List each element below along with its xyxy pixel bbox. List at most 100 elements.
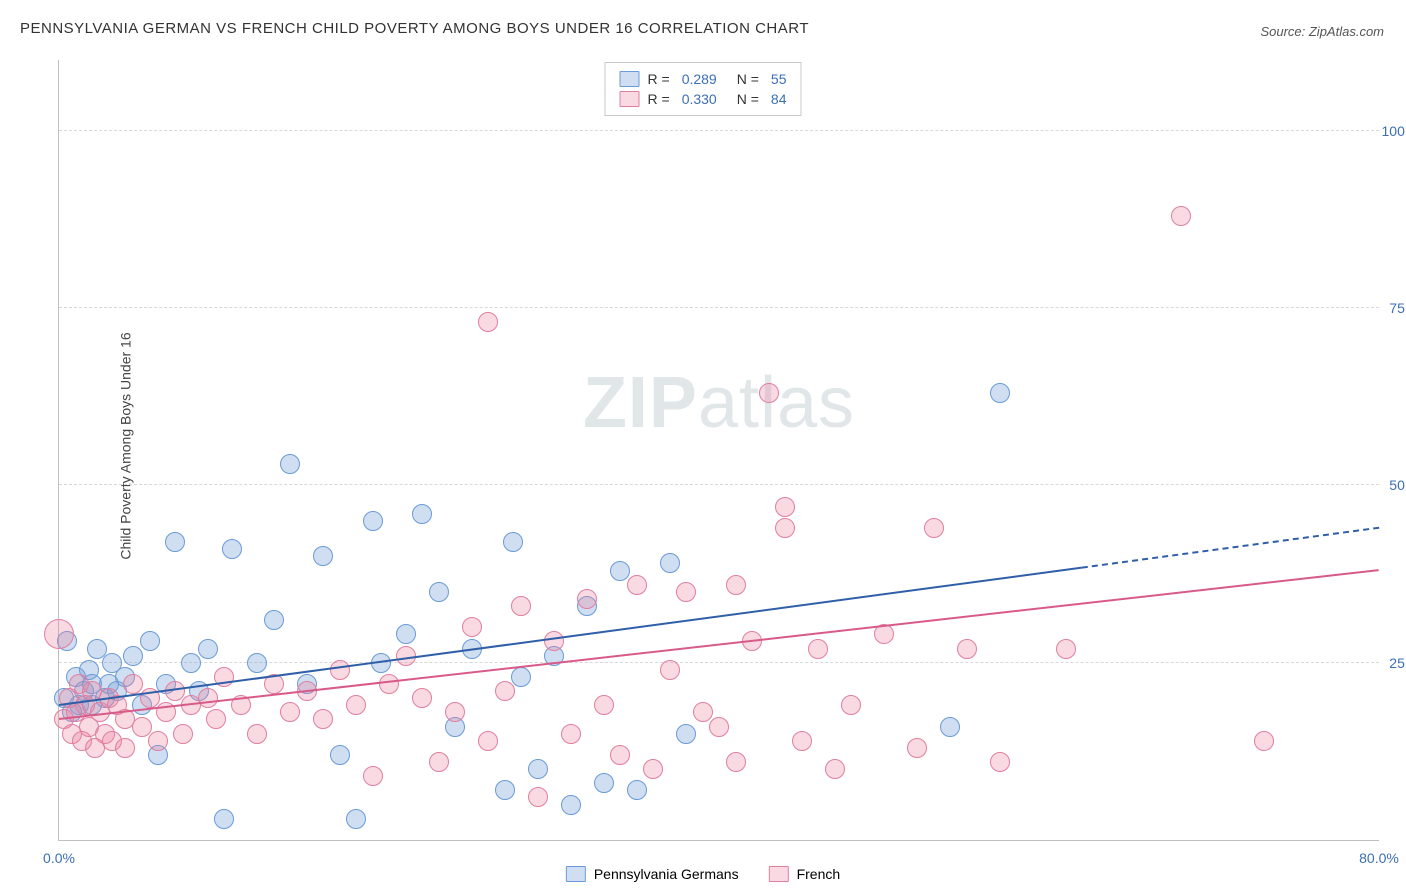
data-point [957, 639, 977, 659]
data-point [123, 646, 143, 666]
data-point [841, 695, 861, 715]
data-point [709, 717, 729, 737]
r-label: R = [648, 91, 670, 107]
series-legend-item: French [769, 866, 841, 882]
source-attribution: Source: ZipAtlas.com [1260, 24, 1384, 39]
data-point [165, 532, 185, 552]
data-point [561, 724, 581, 744]
r-value: 0.330 [682, 91, 717, 107]
gridline [59, 130, 1379, 131]
legend-swatch [620, 71, 640, 87]
n-label: N = [737, 91, 759, 107]
data-point [495, 780, 515, 800]
stats-legend-row: R =0.289N =55 [620, 69, 787, 89]
data-point [511, 596, 531, 616]
data-point [676, 724, 696, 744]
data-point [478, 731, 498, 751]
data-point [462, 617, 482, 637]
data-point [1056, 639, 1076, 659]
data-point [313, 546, 333, 566]
data-point [313, 709, 333, 729]
data-point [528, 759, 548, 779]
data-point [660, 553, 680, 573]
data-point [280, 702, 300, 722]
data-point [346, 695, 366, 715]
data-point [140, 631, 160, 651]
data-point [280, 454, 300, 474]
data-point [808, 639, 828, 659]
data-point [1171, 206, 1191, 226]
y-tick-label: 25.0% [1389, 655, 1406, 671]
data-point [511, 667, 531, 687]
n-label: N = [737, 71, 759, 87]
data-point [222, 539, 242, 559]
data-point [181, 653, 201, 673]
stats-legend: R =0.289N =55R =0.330N =84 [605, 62, 802, 116]
data-point [247, 724, 267, 744]
data-point [775, 497, 795, 517]
data-point [412, 688, 432, 708]
data-point [346, 809, 366, 829]
data-point [610, 745, 630, 765]
stats-legend-row: R = 0.330 N = 84 [620, 89, 787, 109]
r-label: R = [648, 71, 670, 87]
data-point [429, 582, 449, 602]
data-point [990, 752, 1010, 772]
n-value: 84 [771, 91, 787, 107]
data-point [907, 738, 927, 758]
data-point [412, 504, 432, 524]
data-point [247, 653, 267, 673]
y-tick-label: 75.0% [1389, 300, 1406, 316]
data-point [610, 561, 630, 581]
data-point [503, 532, 523, 552]
gridline [59, 484, 1379, 485]
data-point [123, 674, 143, 694]
data-point [577, 589, 597, 609]
y-tick-label: 50.0% [1389, 477, 1406, 493]
x-tick-label: 0.0% [43, 850, 75, 866]
data-point [115, 738, 135, 758]
data-point [173, 724, 193, 744]
data-point [379, 674, 399, 694]
data-point [627, 780, 647, 800]
data-point [627, 575, 647, 595]
data-point [396, 624, 416, 644]
data-point [544, 631, 564, 651]
watermark: ZIPatlas [583, 362, 855, 444]
trend-line [59, 528, 1379, 705]
data-point [775, 518, 795, 538]
data-point [792, 731, 812, 751]
data-point [495, 681, 515, 701]
series-label: Pennsylvania Germans [594, 866, 739, 882]
data-point [445, 702, 465, 722]
data-point [594, 773, 614, 793]
chart-title: PENNSYLVANIA GERMAN VS FRENCH CHILD POVE… [20, 20, 809, 37]
data-point [198, 639, 218, 659]
data-point [528, 787, 548, 807]
data-point [44, 619, 74, 649]
data-point [363, 511, 383, 531]
y-tick-label: 100.0% [1382, 123, 1406, 139]
data-point [825, 759, 845, 779]
series-legend: Pennsylvania Germans French [566, 866, 840, 882]
data-point [330, 660, 350, 680]
legend-swatch [566, 866, 586, 882]
data-point [726, 752, 746, 772]
data-point [1254, 731, 1274, 751]
data-point [132, 717, 152, 737]
plot-area: ZIPatlas 25.0%50.0%75.0%100.0%0.0%80.0% [58, 60, 1379, 841]
data-point [429, 752, 449, 772]
data-point [561, 795, 581, 815]
data-point [594, 695, 614, 715]
gridline [59, 307, 1379, 308]
data-point [206, 709, 226, 729]
series-label: French [797, 866, 841, 882]
legend-swatch [769, 866, 789, 882]
data-point [363, 766, 383, 786]
watermark-light: atlas [698, 363, 855, 443]
trend-line [59, 571, 1379, 720]
data-point [214, 809, 234, 829]
data-point [643, 759, 663, 779]
x-tick-label: 80.0% [1359, 850, 1399, 866]
data-point [148, 731, 168, 751]
